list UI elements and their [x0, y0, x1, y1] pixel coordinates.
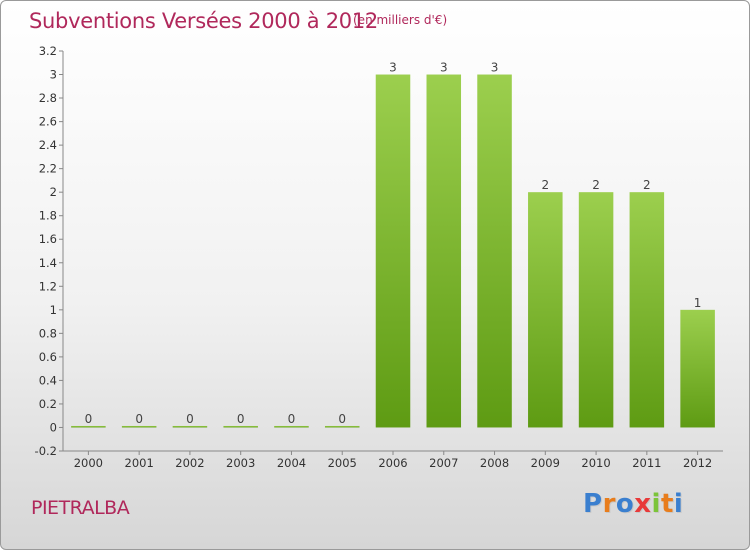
- x-tick-label: 2002: [175, 456, 204, 470]
- commune-name: PIETRALBA: [31, 497, 130, 519]
- x-tick-label: 2000: [74, 456, 103, 470]
- y-tick-label: 1: [50, 303, 57, 317]
- x-tick-label: 2005: [328, 456, 357, 470]
- bar: [375, 74, 411, 428]
- bar: [477, 74, 512, 428]
- logo-letter: r: [602, 489, 616, 519]
- bar: [223, 425, 258, 428]
- bar-value-label: 2: [592, 178, 600, 192]
- y-tick-label: 3.2: [39, 44, 57, 58]
- logo-letter: P: [583, 489, 603, 519]
- bar: [121, 425, 157, 428]
- logo-letter: x: [634, 489, 652, 519]
- bar-value-label: 0: [237, 412, 245, 426]
- y-tick-label: 3: [50, 68, 57, 82]
- bar-value-label: 0: [288, 412, 296, 426]
- y-tick-label: 2.6: [39, 115, 57, 129]
- bar: [172, 425, 208, 428]
- x-tick-label: 2006: [378, 456, 407, 470]
- bar: [578, 192, 614, 428]
- y-tick-label: 2.4: [39, 138, 57, 152]
- bar-value-label: 1: [694, 296, 702, 310]
- bar: [324, 425, 360, 428]
- y-tick-label: 0.6: [39, 350, 57, 364]
- bar: [71, 425, 106, 428]
- x-tick-label: 2011: [632, 456, 661, 470]
- bar: [274, 425, 309, 428]
- x-tick-label: 2001: [125, 456, 154, 470]
- bar-value-label: 3: [389, 61, 397, 75]
- y-tick-label: 0: [50, 420, 57, 434]
- chart-subtitle: (en milliers d'€): [353, 13, 448, 27]
- proxiti-logo: Proxiti: [583, 489, 683, 519]
- bar-value-label: 0: [135, 412, 143, 426]
- logo-letter: o: [615, 489, 635, 519]
- chart-title: Subventions Versées 2000 à 2012: [29, 9, 378, 33]
- y-tick-label: 0.4: [39, 373, 57, 387]
- y-tick-label: 2.2: [39, 162, 57, 176]
- y-tick-label: 1.2: [39, 279, 57, 293]
- x-tick-label: 2009: [531, 456, 560, 470]
- x-tick-label: 2010: [581, 456, 610, 470]
- y-tick-label: 1.4: [39, 256, 57, 270]
- y-tick-label: 2: [50, 185, 57, 199]
- bar-value-label: 2: [541, 178, 549, 192]
- bar-value-label: 3: [491, 61, 499, 75]
- bar-value-label: 0: [186, 412, 194, 426]
- x-tick-label: 2004: [277, 456, 306, 470]
- y-tick-label: 1.6: [39, 232, 57, 246]
- x-tick-label: 2007: [429, 456, 458, 470]
- logo-letter: i: [651, 489, 661, 519]
- y-tick-label: -0.2: [35, 444, 57, 458]
- y-tick-label: 2.8: [39, 91, 57, 105]
- bar: [680, 309, 715, 428]
- bar: [426, 74, 462, 428]
- y-tick-label: 0.2: [39, 397, 57, 411]
- bar: [629, 192, 665, 428]
- bar: [528, 192, 563, 428]
- bar-value-label: 0: [338, 412, 346, 426]
- y-tick-label: 1.8: [39, 209, 57, 223]
- bar-value-label: 3: [440, 61, 448, 75]
- x-tick-label: 2003: [226, 456, 255, 470]
- y-tick-label: 0.8: [39, 326, 57, 340]
- x-tick-label: 2008: [480, 456, 509, 470]
- bar-value-label: 2: [643, 178, 651, 192]
- logo-letter: i: [673, 489, 684, 519]
- bar-value-label: 0: [85, 412, 93, 426]
- logo-letter: t: [660, 489, 674, 519]
- x-tick-label: 2012: [683, 456, 712, 470]
